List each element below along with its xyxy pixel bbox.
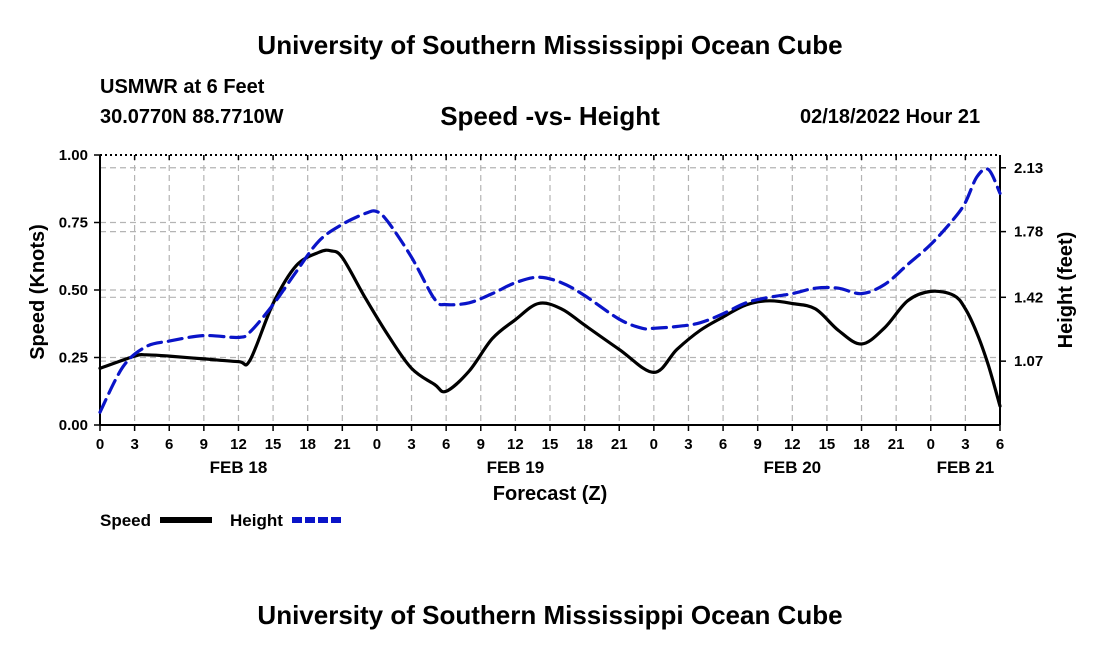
y-tick-label: 0.50 bbox=[59, 282, 88, 299]
y2-tick-label: 2.13 bbox=[1014, 160, 1043, 177]
x-axis-title: Forecast (Z) bbox=[493, 483, 607, 505]
x-tick-label: 3 bbox=[684, 436, 692, 453]
day-label: FEB 21 bbox=[937, 458, 995, 477]
x-tick-label: 15 bbox=[265, 436, 282, 453]
x-tick-label: 18 bbox=[576, 436, 593, 453]
y2-axis-title: Height (feet) bbox=[1055, 232, 1077, 349]
x-tick-label: 6 bbox=[719, 436, 727, 453]
legend-label-speed: Speed bbox=[100, 511, 151, 530]
x-tick-label: 6 bbox=[996, 436, 1004, 453]
x-tick-label: 3 bbox=[961, 436, 969, 453]
x-tick-label: 18 bbox=[853, 436, 870, 453]
x-tick-label: 12 bbox=[507, 436, 524, 453]
legend-label-height: Height bbox=[230, 511, 283, 530]
x-tick-label: 3 bbox=[407, 436, 415, 453]
y2-tick-label: 1.42 bbox=[1014, 289, 1043, 306]
grid-layer bbox=[100, 155, 1000, 425]
footer-title: University of Southern Mississippi Ocean… bbox=[257, 600, 843, 630]
x-tick-label: 12 bbox=[784, 436, 801, 453]
axes-layer bbox=[94, 154, 1006, 431]
forecast-datetime: 02/18/2022 Hour 21 bbox=[800, 106, 981, 128]
day-label: FEB 19 bbox=[487, 458, 545, 477]
height-series-line bbox=[98, 167, 1002, 414]
x-tick-label: 9 bbox=[754, 436, 762, 453]
y-tick-label: 1.00 bbox=[59, 147, 88, 164]
series-layer bbox=[98, 167, 1002, 414]
x-tick-label: 15 bbox=[819, 436, 836, 453]
x-tick-label: 3 bbox=[130, 436, 138, 453]
day-label: FEB 20 bbox=[763, 458, 821, 477]
x-tick-label: 6 bbox=[165, 436, 173, 453]
y2-tick-label: 1.07 bbox=[1014, 353, 1043, 370]
station-label: USMWR at 6 Feet bbox=[100, 76, 265, 98]
x-tick-label: 21 bbox=[611, 436, 628, 453]
x-tick-label: 15 bbox=[542, 436, 559, 453]
y2-tick-label: 1.78 bbox=[1014, 224, 1043, 241]
day-label: FEB 18 bbox=[210, 458, 268, 477]
x-tick-label: 21 bbox=[888, 436, 905, 453]
y-tick-label: 0.75 bbox=[59, 215, 88, 232]
x-tick-label: 21 bbox=[334, 436, 351, 453]
y-axis-title: Speed (Knots) bbox=[27, 224, 49, 360]
labels-layer: 0 3 6 9 12 15 18 21 0 3 6 9 12 15 18 21 0 3 6 9 12 15 18 21 0 3 6F… bbox=[27, 147, 1077, 505]
x-tick-label: 18 bbox=[299, 436, 316, 453]
legend: Speed Height bbox=[100, 511, 342, 530]
x-tick-label: 6 bbox=[442, 436, 450, 453]
x-tick-label: 0 bbox=[650, 436, 658, 453]
chart-title: Speed -vs- Height bbox=[440, 101, 660, 131]
station-coordinates: 30.0770N 88.7710W bbox=[100, 106, 284, 128]
x-tick-label: 9 bbox=[200, 436, 208, 453]
x-tick-label: 12 bbox=[230, 436, 247, 453]
x-tick-label: 0 bbox=[373, 436, 381, 453]
y-tick-label: 0.00 bbox=[59, 417, 88, 434]
y-tick-label: 0.25 bbox=[59, 350, 88, 367]
x-tick-label: 9 bbox=[477, 436, 485, 453]
main-title: University of Southern Mississippi Ocean… bbox=[257, 30, 843, 60]
x-tick-label: 0 bbox=[927, 436, 935, 453]
x-tick-label: 0 bbox=[96, 436, 104, 453]
